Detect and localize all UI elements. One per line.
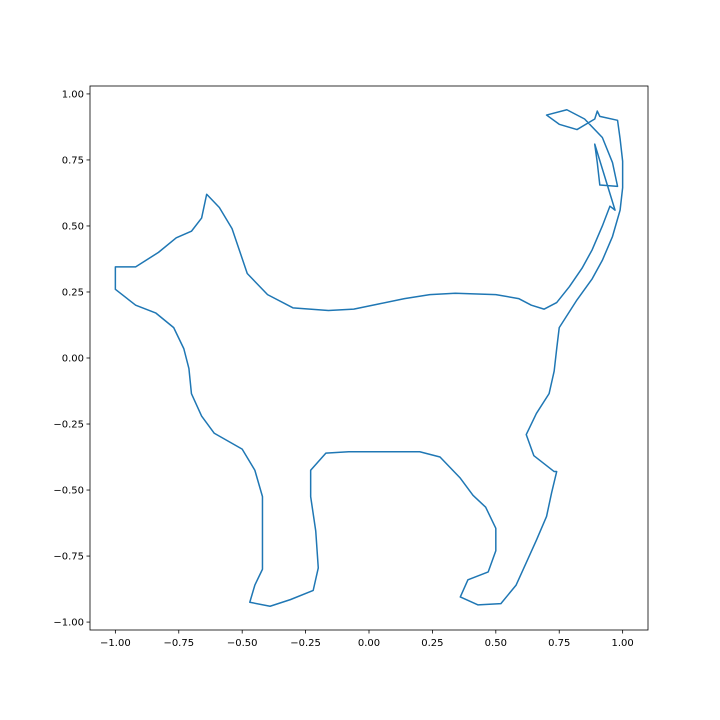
x-tick-label: −0.25 bbox=[290, 638, 321, 649]
y-tick-label: −0.50 bbox=[53, 486, 84, 497]
y-tick-label: 0.00 bbox=[62, 354, 84, 365]
plot-area bbox=[114, 109, 624, 607]
x-tick-label: −0.75 bbox=[163, 638, 194, 649]
x-tick-label: −0.50 bbox=[227, 638, 258, 649]
y-tick-label: −0.25 bbox=[53, 420, 84, 431]
x-tick-label: 0.00 bbox=[358, 638, 380, 649]
axes-frame bbox=[89, 85, 649, 631]
y-axis: −1.00 −0.75 −0.50 −0.25 0.00 0.25 0.50 0.75 1.00 bbox=[53, 89, 90, 629]
x-tick-label: 0.50 bbox=[485, 638, 507, 649]
x-tick-label: 0.25 bbox=[421, 638, 443, 649]
y-tick-label: −0.75 bbox=[53, 552, 84, 563]
y-tick-label: 0.50 bbox=[62, 221, 84, 232]
y-tick-label: −1.00 bbox=[53, 618, 84, 629]
x-axis: −1.00 −0.75 −0.50 −0.25 0.00 0.25 0.50 0.75 1.00 bbox=[100, 630, 634, 649]
y-tick-label: 0.25 bbox=[62, 287, 84, 298]
x-tick-label: 0.75 bbox=[548, 638, 570, 649]
y-tick-label: 0.75 bbox=[62, 155, 84, 166]
x-tick-label: 1.00 bbox=[612, 638, 634, 649]
x-tick-label: −1.00 bbox=[100, 638, 131, 649]
y-tick-label: 1.00 bbox=[62, 89, 84, 100]
series-line-0 bbox=[114, 109, 624, 607]
